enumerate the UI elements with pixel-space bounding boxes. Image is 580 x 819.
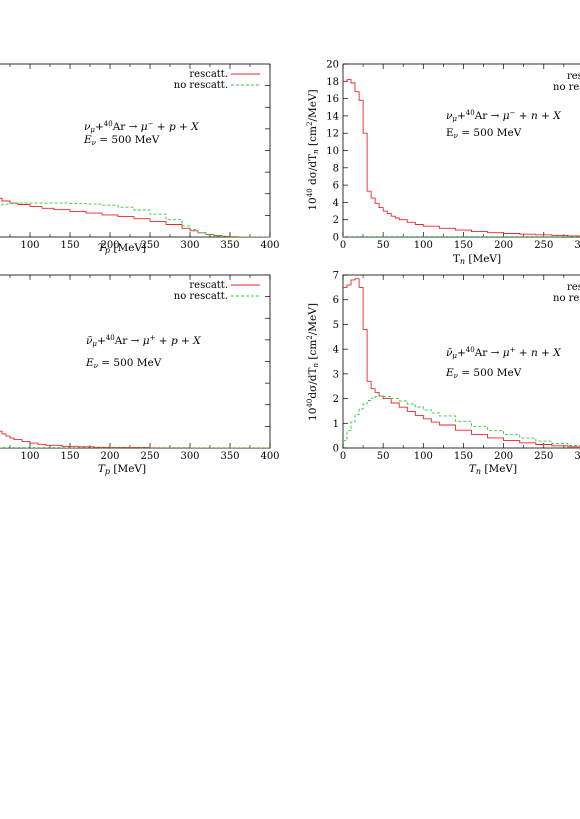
x-tick-label: 250 [140, 451, 159, 462]
y-tick-label: 16 [326, 94, 339, 105]
y-tick-label: 7 [333, 271, 339, 282]
x-tick-label: 50 [377, 240, 390, 251]
y-tick-label: 0 [333, 444, 339, 455]
legend-label-no-rescatt: no rescatt. [174, 291, 228, 302]
legend-label-rescatt: res [567, 282, 580, 293]
x-tick-label: 0 [340, 451, 346, 462]
y-tick-label: 14 [326, 111, 339, 122]
x-tick-label: 400 [260, 240, 279, 251]
panel-bottom-right: 0 50 100 150 200 250 300 0 1 2 3 4 5 6 7 Tn [MeV] 104… [306, 271, 580, 476]
y-tick-label: 20 [326, 60, 339, 71]
series-layer [0, 197, 270, 237]
x-tick-label: 100 [20, 240, 39, 251]
x-tick-label: 100 [20, 451, 39, 462]
y-tick-label: 10 [326, 146, 339, 157]
series-layer [0, 430, 270, 448]
series-line-rescatt [343, 278, 580, 448]
x-tick-label: 100 [414, 451, 433, 462]
series-line-no-rescatt [343, 395, 580, 446]
x-tick-label: 300 [574, 451, 580, 462]
energy-annotation: Eν = 500 MeV [83, 134, 160, 147]
x-axis-label: Tp [MeV] [98, 242, 146, 255]
x-tick-label: 300 [180, 240, 199, 251]
x-tick-label: 50 [377, 451, 390, 462]
y-tick-labels: 0 1 2 3 4 5 6 7 [333, 271, 339, 455]
x-tick-label: 350 [220, 240, 239, 251]
reaction-annotation: ν̄μ+40Ar → μ+ + n + X [446, 346, 561, 360]
plot-frame [0, 63, 271, 238]
x-tick-labels: 50100150200250300350400 [20, 451, 279, 462]
y-tick-label: 6 [333, 181, 339, 192]
reaction-annotation: νμ+40Ar → μ− + p + X [84, 120, 199, 134]
x-axis-label: Tp [MeV] [98, 463, 146, 476]
x-tick-label: 200 [494, 451, 513, 462]
y-tick-label: 4 [333, 198, 339, 209]
y-tick-label: 2 [333, 215, 339, 226]
x-tick-label: 150 [60, 240, 79, 251]
energy-annotation: Eν = 500 MeV [446, 127, 522, 140]
y-tick-label: 18 [326, 77, 339, 88]
axes-frame [342, 274, 580, 449]
x-tick-label: 350 [220, 451, 239, 462]
y-tick-label: 8 [333, 163, 339, 174]
series-line-no-rescatt [0, 202, 270, 237]
y-tick-label: 2 [333, 394, 339, 405]
x-tick-label: 150 [60, 451, 79, 462]
y-tick-label: 1 [333, 419, 339, 430]
x-tick-label: 250 [140, 240, 159, 251]
x-tick-label: 250 [534, 240, 553, 251]
panel-bottom-left: 50100150200250300350400 Tp [MeV] rescatt… [0, 274, 280, 476]
legend-label-rescatt: res [567, 71, 580, 82]
x-tick-label: 0 [340, 240, 346, 251]
y-axis-label: 1040dσ/dTn [cm2/MeV] [306, 303, 320, 421]
y-tick-labels: 0 2 4 6 8 10 12 14 16 18 20 [326, 60, 339, 244]
reaction-annotation: νμ+40Ar → μ− + n + X [446, 109, 561, 123]
x-axis-label: Tn [MeV] [453, 253, 501, 266]
legend-label-no-rescatt: no res [553, 82, 580, 93]
series-layer [343, 278, 580, 448]
energy-annotation: Eν = 500 MeV [85, 357, 162, 370]
y-tick-label: 3 [333, 369, 339, 380]
y-tick-label: 5 [333, 320, 339, 331]
x-tick-label: 250 [534, 451, 553, 462]
series-layer [343, 79, 580, 237]
y-tick-label: 6 [333, 295, 339, 306]
legend-label-no-rescatt: no res [553, 293, 580, 304]
panel-top-left: 50100150200250300350400 Tp [MeV] rescatt… [0, 63, 280, 255]
x-tick-labels: 0 50 100 150 200 250 300 [340, 451, 580, 462]
panel-top-right: 0 50 100 150 200 250 300 0 2 4 6 8 10 12 14 16 18 20 Tn … [306, 60, 580, 266]
legend-label-no-rescatt: no rescatt. [174, 80, 228, 91]
series-line-rescatt [343, 79, 580, 237]
x-tick-label: 300 [180, 451, 199, 462]
series-line-rescatt [0, 430, 270, 448]
x-tick-labels: 50100150200250300350400 [20, 240, 279, 251]
y-axis-label: 1040 dσ/dTn [cm2/MeV] [306, 89, 320, 210]
energy-annotation: Eν = 500 MeV [445, 367, 522, 380]
x-tick-label: 150 [454, 240, 473, 251]
x-tick-label: 200 [100, 240, 119, 251]
x-tick-label: 400 [260, 451, 279, 462]
reaction-annotation: ν̄μ+40Ar → μ+ + p + X [86, 334, 201, 348]
x-tick-labels: 0 50 100 150 200 250 300 [340, 240, 580, 251]
x-tick-label: 100 [414, 240, 433, 251]
legend-label-rescatt: rescatt. [189, 69, 228, 80]
x-tick-label: 150 [454, 451, 473, 462]
legend-label-rescatt: rescatt. [189, 280, 228, 291]
y-tick-label: 12 [326, 129, 339, 140]
x-axis-label: Tn [MeV] [469, 463, 517, 476]
x-tick-label: 300 [574, 240, 580, 251]
x-tick-label: 200 [494, 240, 513, 251]
y-tick-label: 4 [333, 345, 339, 356]
y-tick-label: 0 [333, 233, 339, 244]
x-tick-label: 200 [100, 451, 119, 462]
